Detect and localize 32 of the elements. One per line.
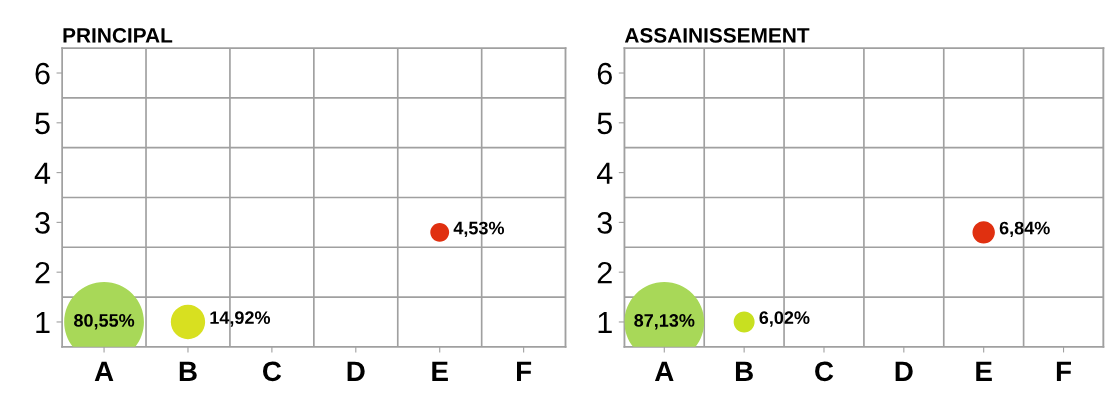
y-tick-label: 2 (597, 261, 612, 284)
y-tick-label: 3 (597, 212, 612, 234)
y-tick-label: 4 (596, 162, 613, 184)
chart-title: PRINCIPAL (63, 28, 173, 43)
y-tick-label: 1 (36, 312, 50, 334)
annotation: 87,13% (634, 314, 695, 330)
x-tick-label: A (654, 361, 674, 381)
y-tick-label: 5 (597, 112, 612, 135)
x-tick-label: F (517, 361, 532, 381)
y-tick-label: 1 (598, 312, 612, 334)
x-tick-label: C (815, 361, 834, 382)
x-tick-label: D (347, 361, 365, 381)
x-tick-label: E (976, 361, 992, 381)
x-tick-label: A (94, 361, 114, 381)
annotation: 4,53% (453, 221, 505, 238)
x-tick-label: D (895, 361, 913, 381)
x-tick-label: B (179, 361, 197, 381)
x-tick-label: F (1056, 361, 1071, 381)
annotation: 14,92% (210, 311, 271, 327)
y-tick-label: 4 (34, 162, 51, 184)
annotation: 80,55% (74, 314, 135, 330)
y-tick-label: 6 (597, 62, 612, 85)
y-tick-label: 6 (35, 62, 50, 85)
y-tick-label: 2 (35, 261, 50, 284)
y-tick-label: 5 (35, 112, 50, 135)
y-tick-label: 3 (35, 212, 50, 234)
x-tick-label: E (432, 361, 448, 381)
x-tick-label: C (263, 361, 282, 382)
chart-title: ASSAINISSEMENT (624, 28, 810, 43)
annotation: 6,02% (759, 311, 810, 327)
x-tick-label: B (735, 361, 753, 381)
annotation: 6,84% (999, 221, 1050, 238)
